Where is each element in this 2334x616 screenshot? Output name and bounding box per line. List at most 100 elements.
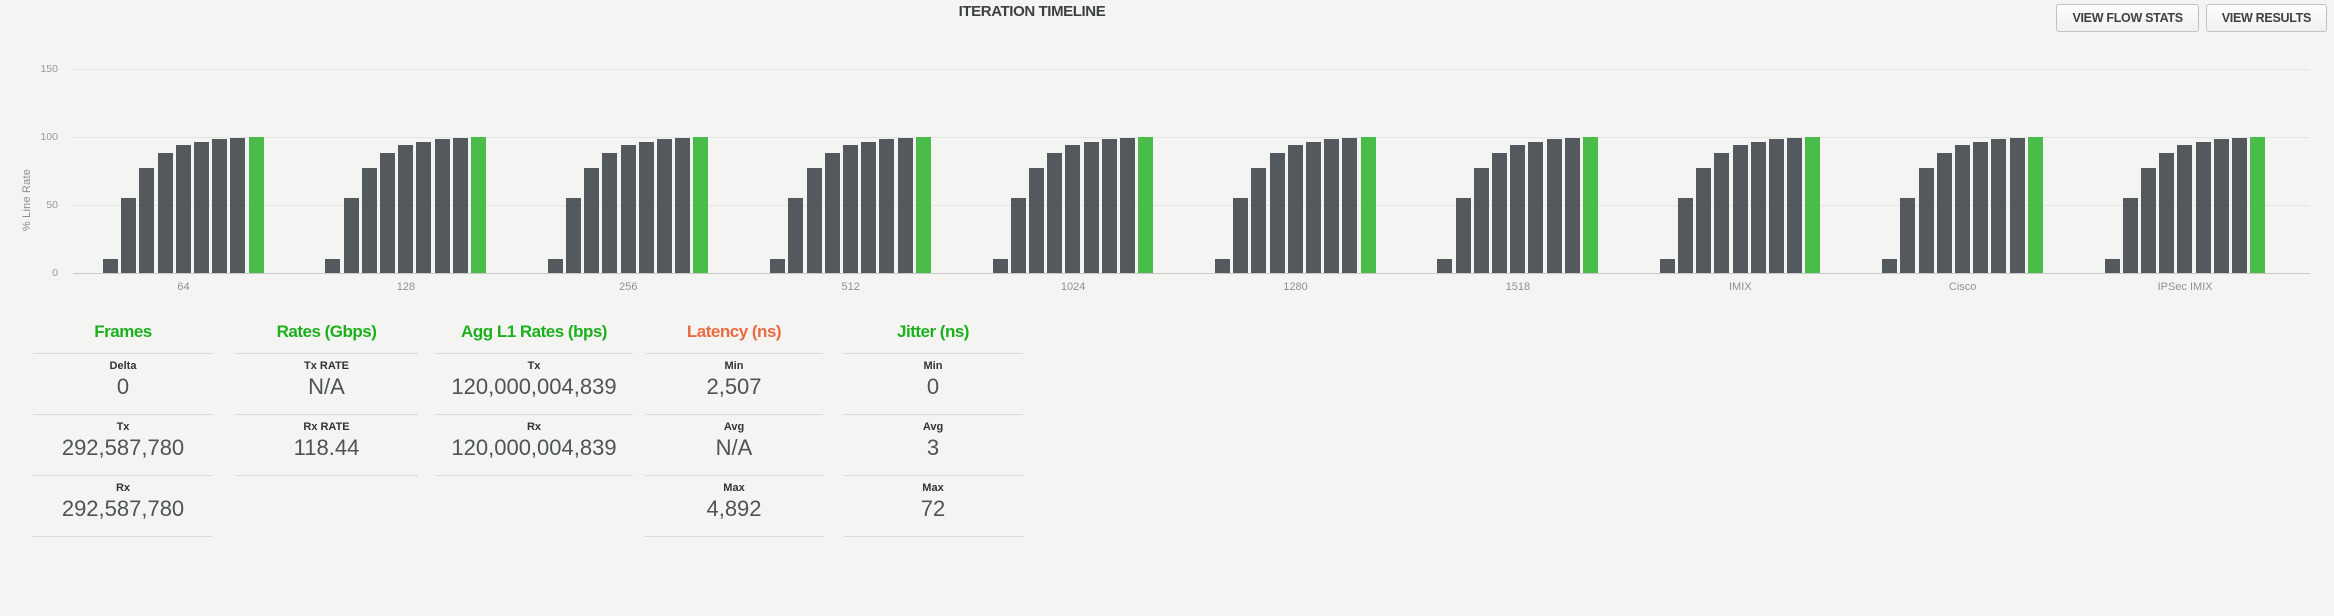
final-iteration-bar [470, 137, 486, 273]
stats-column-header: Latency (ns) [686, 322, 782, 341]
x-axis-category-label: IMIX [1728, 281, 1752, 293]
stats-rows: Tx RATE N/A Rx RATE 118.44 [235, 353, 418, 476]
bar-group-imix [1659, 69, 1821, 273]
iteration-bar [824, 153, 840, 273]
iteration-bar [1342, 137, 1358, 273]
y-tick-label: 0 [52, 267, 58, 279]
iteration-bar [1936, 153, 1952, 273]
iteration-bar [1324, 139, 1340, 273]
iteration-bar [879, 139, 895, 273]
x-axis-category-label: 128 [396, 281, 416, 293]
stats-column-header: Agg L1 Rates (bps) [461, 322, 607, 341]
iteration-bar [121, 198, 137, 273]
y-tick-label: 50 [46, 199, 58, 211]
iteration-bar [1491, 153, 1507, 273]
stat-cell-label: Tx RATE [303, 360, 350, 372]
stat-cell-value: 292,587,780 [61, 496, 185, 521]
bar-group-128 [325, 69, 486, 273]
stat-cell-latency-min: Min 2,507 [645, 354, 823, 415]
iteration-bar [1659, 259, 1675, 273]
header-buttons: VIEW FLOW STATS VIEW RESULTS [2056, 4, 2327, 32]
stat-cell-label: Tx [527, 360, 541, 372]
iteration-bar [2213, 139, 2229, 273]
iteration-bar [1251, 168, 1267, 273]
iteration-bar [2231, 137, 2247, 273]
stat-cell-value: 120,000,004,839 [451, 374, 617, 399]
view-flow-stats-button[interactable]: VIEW FLOW STATS [2056, 4, 2199, 32]
bar-group-1280 [1215, 69, 1376, 273]
stat-cell-frames-rx: Rx 292,587,780 [33, 476, 213, 537]
stat-cell-label: Delta [109, 360, 137, 372]
stat-cell-value: 0 [116, 374, 130, 399]
x-axis-category-label: 1518 [1505, 281, 1531, 293]
final-iteration-bar [1582, 137, 1598, 273]
final-iteration-bar [693, 137, 709, 273]
iteration-bar [1010, 198, 1026, 273]
iteration-bar [1991, 139, 2007, 273]
stat-cell-jitter-max: Max 72 [843, 476, 1023, 537]
y-tick-label: 150 [40, 63, 58, 75]
stat-cell-rates-tx-rate: Tx RATE N/A [235, 354, 418, 415]
iteration-bar [565, 198, 581, 273]
stat-cell-label: Rx [526, 421, 542, 433]
gridline-0 [73, 272, 2310, 274]
stat-cell-value: 4,892 [706, 496, 762, 521]
x-axis-category-label: 256 [619, 281, 638, 293]
final-iteration-bar [1805, 137, 1821, 273]
bar-group-512 [770, 69, 931, 273]
iteration-bar [602, 153, 618, 273]
iteration-bar [2122, 198, 2138, 273]
iteration-bar [1065, 145, 1081, 273]
stat-cell-jitter-avg: Avg 3 [843, 415, 1023, 476]
iteration-bar [620, 145, 636, 273]
stat-cell-label: Min [724, 360, 744, 372]
iteration-bar [2177, 145, 2193, 273]
stat-cell-label: Rx [115, 482, 131, 494]
iteration-bar [1473, 168, 1489, 273]
iteration-bar [1882, 259, 1898, 273]
x-axis-category-label: 1024 [1060, 281, 1086, 293]
iteration-bar [212, 139, 228, 273]
stat-cell-value: 72 [920, 496, 946, 521]
iteration-bar [2104, 259, 2120, 273]
iteration-bar [1696, 168, 1712, 273]
iteration-bar [434, 139, 450, 273]
iteration-bar [638, 141, 654, 273]
iteration-bar [157, 153, 173, 273]
stat-cell-agg-l1-rates-tx: Tx 120,000,004,839 [435, 354, 633, 415]
iteration-bar [452, 137, 468, 273]
iteration-bar [1215, 259, 1230, 273]
iteration-bar [788, 198, 804, 273]
stats-column-header: Jitter (ns) [897, 322, 969, 341]
stat-cell-jitter-min: Min 0 [843, 354, 1023, 415]
iteration-bar [194, 141, 209, 273]
stat-cell-agg-l1-rates-rx: Rx 120,000,004,839 [435, 415, 633, 476]
x-axis-category-label: Cisco [1948, 281, 1977, 293]
iteration-bar [230, 137, 246, 273]
iteration-bar [1787, 137, 1803, 273]
stat-cell-value: N/A [715, 435, 753, 460]
iteration-bar [1546, 139, 1562, 273]
stat-cell-rates-rx-rate: Rx RATE 118.44 [235, 415, 418, 476]
stat-cell-value: 118.44 [293, 435, 360, 460]
iteration-bar [1768, 139, 1784, 273]
stat-cell-frames-delta: Delta 0 [33, 354, 213, 415]
bar-group-cisco [1882, 69, 2043, 273]
stats-rows: Delta 0 Tx 292,587,780 Rx 292,587,780 [33, 353, 213, 537]
stat-cell-value: 292,587,780 [61, 435, 185, 460]
iteration-bar [584, 168, 600, 273]
stat-cell-label: Avg [922, 421, 944, 433]
bar-group-1518 [1437, 69, 1598, 273]
iteration-bar [175, 145, 191, 273]
iteration-bar [2009, 137, 2025, 273]
iteration-bar [1900, 198, 1916, 273]
iteration-bar [1047, 153, 1063, 273]
iteration-bar [1306, 141, 1321, 273]
y-tick-label: 100 [40, 131, 58, 143]
stat-cell-label: Rx RATE [303, 421, 350, 433]
view-results-button[interactable]: VIEW RESULTS [2205, 4, 2327, 32]
x-axis-category-label: 1280 [1283, 281, 1308, 293]
stat-cell-label: Max [723, 482, 745, 494]
iteration-bar [1287, 145, 1303, 273]
x-axis-category-label: 512 [841, 281, 860, 293]
